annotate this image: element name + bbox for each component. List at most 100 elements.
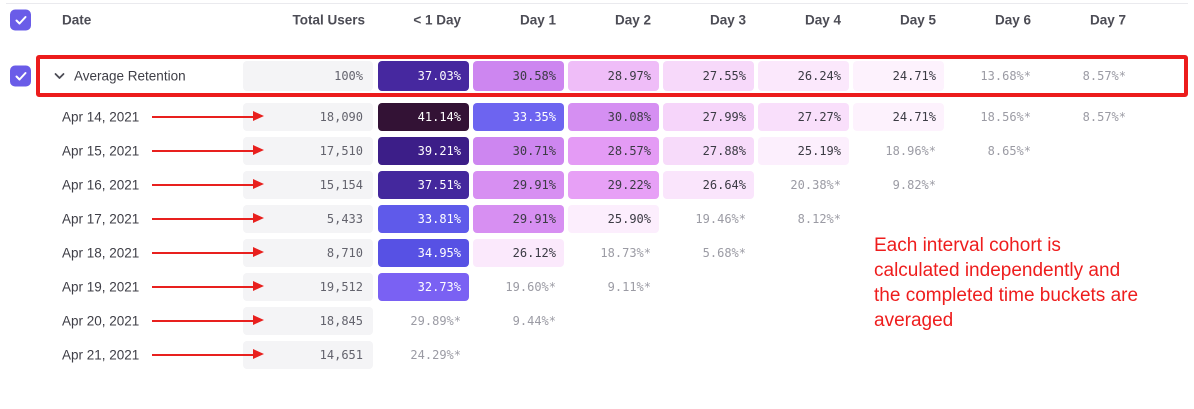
cohort-row[interactable]: Apr 17, 2021 5,433 33.81% 29.91% 25.90% 19.46… xyxy=(0,205,1194,233)
retention-value-cell[interactable]: 29.91% xyxy=(473,205,564,233)
cohort-row[interactable]: Apr 20, 2021 18,845 29.89%* 9.44%* xyxy=(0,307,1194,335)
retention-value-cell[interactable]: 28.57% xyxy=(568,137,659,165)
retention-value-cell[interactable]: 13.68%* xyxy=(980,69,1031,83)
total-users-cell: 18,845 xyxy=(243,307,373,335)
retention-value-cell[interactable]: 30.71% xyxy=(473,137,564,165)
retention-value-cell[interactable]: 29.91% xyxy=(473,171,564,199)
cohort-row[interactable]: Apr 19, 2021 19,512 32.73% 19.60%* 9.11%* xyxy=(0,273,1194,301)
column-header-day-5[interactable]: Day 5 xyxy=(899,12,936,28)
retention-value-cell[interactable]: 27.88% xyxy=(663,137,754,165)
column-header-date[interactable]: Date xyxy=(62,12,92,28)
retention-value-cell[interactable]: 18.56%* xyxy=(980,110,1031,124)
retention-cells: 39.21% 30.71% 28.57% 27.88% 25.19% 18.96%* 8.6… xyxy=(378,137,1039,165)
retention-value-cell[interactable]: 8.65%* xyxy=(987,144,1031,158)
cohort-row[interactable]: Apr 14, 2021 18,090 41.14% 33.35% 30.08% 27.9… xyxy=(0,103,1194,131)
select-all-checkbox[interactable] xyxy=(10,9,31,31)
column-header-day-2[interactable]: Day 2 xyxy=(614,12,651,28)
retention-value-cell[interactable]: 8.57%* xyxy=(1082,69,1126,83)
annotation-line: averaged xyxy=(874,310,954,331)
average-retention-row[interactable]: Average Retention 100% 37.03% 30.58% 28.97… xyxy=(0,61,1194,91)
column-header--1-day[interactable]: < 1 Day xyxy=(413,12,461,28)
retention-value-cell[interactable]: 37.51% xyxy=(378,171,469,199)
annotation-text: Each interval cohort is calculated indepe… xyxy=(874,233,1138,333)
cohort-date-label: Apr 16, 2021 xyxy=(62,177,140,193)
annotation-line: calculated independently and xyxy=(874,260,1121,281)
cohort-date-label: Apr 19, 2021 xyxy=(62,279,140,295)
retention-cells: 41.14% 33.35% 30.08% 27.99% 27.27% 24.71% 18.5… xyxy=(378,103,1134,131)
retention-cells: 32.73% 19.60%* 9.11%* xyxy=(378,273,659,301)
retention-value-cell[interactable]: 19.46%* xyxy=(695,212,746,226)
retention-value-cell[interactable]: 5.68%* xyxy=(702,246,746,260)
average-row-checkbox[interactable] xyxy=(10,65,31,87)
total-users-cell: 19,512 xyxy=(243,273,373,301)
retention-value-cell[interactable]: 30.58% xyxy=(473,61,564,91)
retention-value-cell[interactable]: 27.27% xyxy=(758,103,849,131)
retention-value-cell[interactable]: 41.14% xyxy=(378,103,469,131)
retention-value-cell[interactable]: 28.97% xyxy=(568,61,659,91)
table-header: Date Total Users < 1 Day Day 1 Day 2 Day 3 D… xyxy=(0,8,1194,32)
retention-value-cell[interactable]: 9.11%* xyxy=(607,280,651,294)
cohort-row[interactable]: Apr 15, 2021 17,510 39.21% 30.71% 28.57% 27.8… xyxy=(0,137,1194,165)
column-header-day-1[interactable]: Day 1 xyxy=(519,12,556,28)
retention-value-cell[interactable]: 26.24% xyxy=(758,61,849,91)
cohort-date-label: Apr 21, 2021 xyxy=(62,347,140,363)
retention-value-cell[interactable]: 27.55% xyxy=(663,61,754,91)
retention-cells: 37.51% 29.91% 29.22% 26.64% 20.38%* 9.82%* xyxy=(378,171,944,199)
cohort-date-label: Apr 18, 2021 xyxy=(62,245,140,261)
cohort-date-label: Apr 15, 2021 xyxy=(62,143,140,159)
retention-value-cell[interactable]: 25.90% xyxy=(568,205,659,233)
retention-value-cell[interactable]: 30.08% xyxy=(568,103,659,131)
retention-value-cell[interactable]: 26.64% xyxy=(663,171,754,199)
cohort-row[interactable]: Apr 21, 2021 14,651 24.29%* xyxy=(0,341,1194,369)
retention-value-cell[interactable]: 8.57%* xyxy=(1082,110,1126,124)
retention-cells: 33.81% 29.91% 25.90% 19.46%* 8.12%* xyxy=(378,205,849,233)
total-users-cell: 17,510 xyxy=(243,137,373,165)
retention-value-cell[interactable]: 19.60%* xyxy=(505,280,556,294)
average-total-users-cell: 100% xyxy=(243,61,373,91)
average-row-label: Average Retention xyxy=(74,68,186,84)
total-users-cell: 8,710 xyxy=(243,239,373,267)
retention-cells: 24.29%* xyxy=(378,341,469,369)
divider xyxy=(6,3,1188,4)
column-header-day-3[interactable]: Day 3 xyxy=(709,12,746,28)
retention-value-cell[interactable]: 26.12% xyxy=(473,239,564,267)
retention-value-cell[interactable]: 25.19% xyxy=(758,137,849,165)
average-row-label-group: Average Retention xyxy=(54,69,186,84)
retention-value-cell[interactable]: 24.71% xyxy=(853,61,944,91)
column-header-total-users[interactable]: Total Users xyxy=(292,12,365,28)
column-header-day-6[interactable]: Day 6 xyxy=(994,12,1031,28)
total-users-cell: 5,433 xyxy=(243,205,373,233)
retention-value-cell[interactable]: 37.03% xyxy=(378,61,469,91)
column-header-day-4[interactable]: Day 4 xyxy=(804,12,841,28)
retention-value-cell[interactable]: 32.73% xyxy=(378,273,469,301)
column-header-day-7[interactable]: Day 7 xyxy=(1089,12,1126,28)
retention-value-cell[interactable]: 18.96%* xyxy=(885,144,936,158)
average-retention-cells: 37.03% 30.58% 28.97% 27.55% 26.24% 24.71% 13.6… xyxy=(378,61,1134,91)
retention-value-cell[interactable]: 34.95% xyxy=(378,239,469,267)
retention-value-cell[interactable]: 9.82%* xyxy=(892,178,936,192)
retention-value-cell[interactable]: 39.21% xyxy=(378,137,469,165)
retention-value-cell[interactable]: 8.12%* xyxy=(797,212,841,226)
checkmark-icon xyxy=(15,15,26,24)
cohort-row[interactable]: Apr 18, 2021 8,710 34.95% 26.12% 18.73%* 5.68… xyxy=(0,239,1194,267)
cohort-row[interactable]: Apr 16, 2021 15,154 37.51% 29.91% 29.22% 26.6… xyxy=(0,171,1194,199)
retention-value-cell[interactable]: 33.35% xyxy=(473,103,564,131)
cohort-date-label: Apr 14, 2021 xyxy=(62,109,140,125)
cohort-date-label: Apr 20, 2021 xyxy=(62,313,140,329)
retention-value-cell[interactable]: 27.99% xyxy=(663,103,754,131)
annotation-line: the completed time buckets are xyxy=(874,285,1139,306)
chevron-down-icon[interactable] xyxy=(54,73,65,80)
retention-value-cell[interactable]: 29.22% xyxy=(568,171,659,199)
retention-value-cell[interactable]: 29.89%* xyxy=(410,314,461,328)
total-users-cell: 15,154 xyxy=(243,171,373,199)
retention-value-cell[interactable]: 9.44%* xyxy=(512,314,556,328)
total-users-cell: 14,651 xyxy=(243,341,373,369)
retention-value-cell[interactable]: 33.81% xyxy=(378,205,469,233)
retention-value-cell[interactable]: 18.73%* xyxy=(600,246,651,260)
total-users-cell: 18,090 xyxy=(243,103,373,131)
retention-value-cell[interactable]: 20.38%* xyxy=(790,178,841,192)
retention-value-cell[interactable]: 24.71% xyxy=(853,103,944,131)
checkmark-icon xyxy=(15,71,26,80)
retention-value-cell[interactable]: 24.29%* xyxy=(410,348,461,362)
